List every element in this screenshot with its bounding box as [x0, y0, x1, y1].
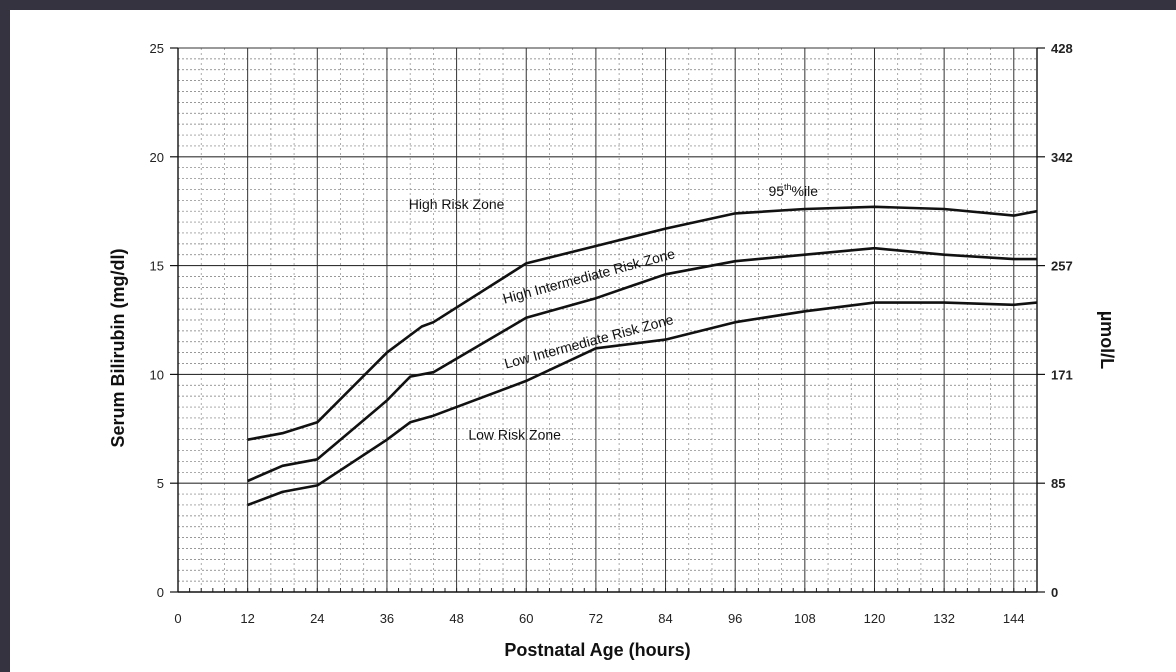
- y2-tick-label: 0: [1051, 585, 1058, 600]
- x-tick-label: 120: [864, 611, 886, 626]
- chart-frame: 0 5 10 15 20 25 0 85 171 257 342 428 0 12 24 36 48 60 72 84…: [10, 10, 1176, 672]
- x-tick-label: 132: [933, 611, 955, 626]
- zone-label: High Risk Zone: [409, 196, 505, 212]
- percentile-curve-3: [247, 301, 1038, 507]
- percentile-curve-1: [247, 205, 1038, 441]
- percentile-curve-2: [247, 246, 1037, 483]
- x-tick-label: 0: [174, 611, 181, 626]
- x-tick-label: 24: [310, 611, 324, 626]
- y-axis-title: Serum Bilirubin (mg/dl): [108, 248, 128, 447]
- y2-tick-label: 342: [1051, 150, 1073, 165]
- y2-tick-label: 428: [1051, 41, 1073, 56]
- x-tick-label: 48: [449, 611, 463, 626]
- x-tick-label: 36: [380, 611, 394, 626]
- x-tick-label: 72: [589, 611, 603, 626]
- y-tick-label: 20: [150, 150, 164, 165]
- y2-axis-title: µmol/L: [1097, 311, 1117, 369]
- x-tick-label: 60: [519, 611, 533, 626]
- y-tick-label: 25: [150, 41, 164, 56]
- zone-label: Low Risk Zone: [468, 427, 561, 443]
- y-tick-label: 5: [157, 476, 164, 491]
- y-tick-label: 15: [150, 259, 164, 274]
- x-tick-label: 108: [794, 611, 816, 626]
- y2-tick-label: 171: [1051, 367, 1073, 382]
- y2-tick-label: 85: [1051, 476, 1065, 491]
- percentile-label: 95th%ile: [768, 182, 818, 199]
- x-axis-title: Postnatal Age (hours): [504, 640, 690, 660]
- bilirubin-nomogram-chart: 0 5 10 15 20 25 0 85 171 257 342 428 0 12 24 36 48 60 72 84…: [108, 41, 1117, 660]
- y2-tick-label: 257: [1051, 259, 1073, 274]
- x-tick-label: 12: [240, 611, 254, 626]
- y-tick-label: 10: [150, 367, 164, 382]
- x-tick-label: 84: [658, 611, 672, 626]
- y-tick-label: 0: [157, 585, 164, 600]
- x-tick-label: 96: [728, 611, 742, 626]
- x-tick-label: 144: [1003, 611, 1025, 626]
